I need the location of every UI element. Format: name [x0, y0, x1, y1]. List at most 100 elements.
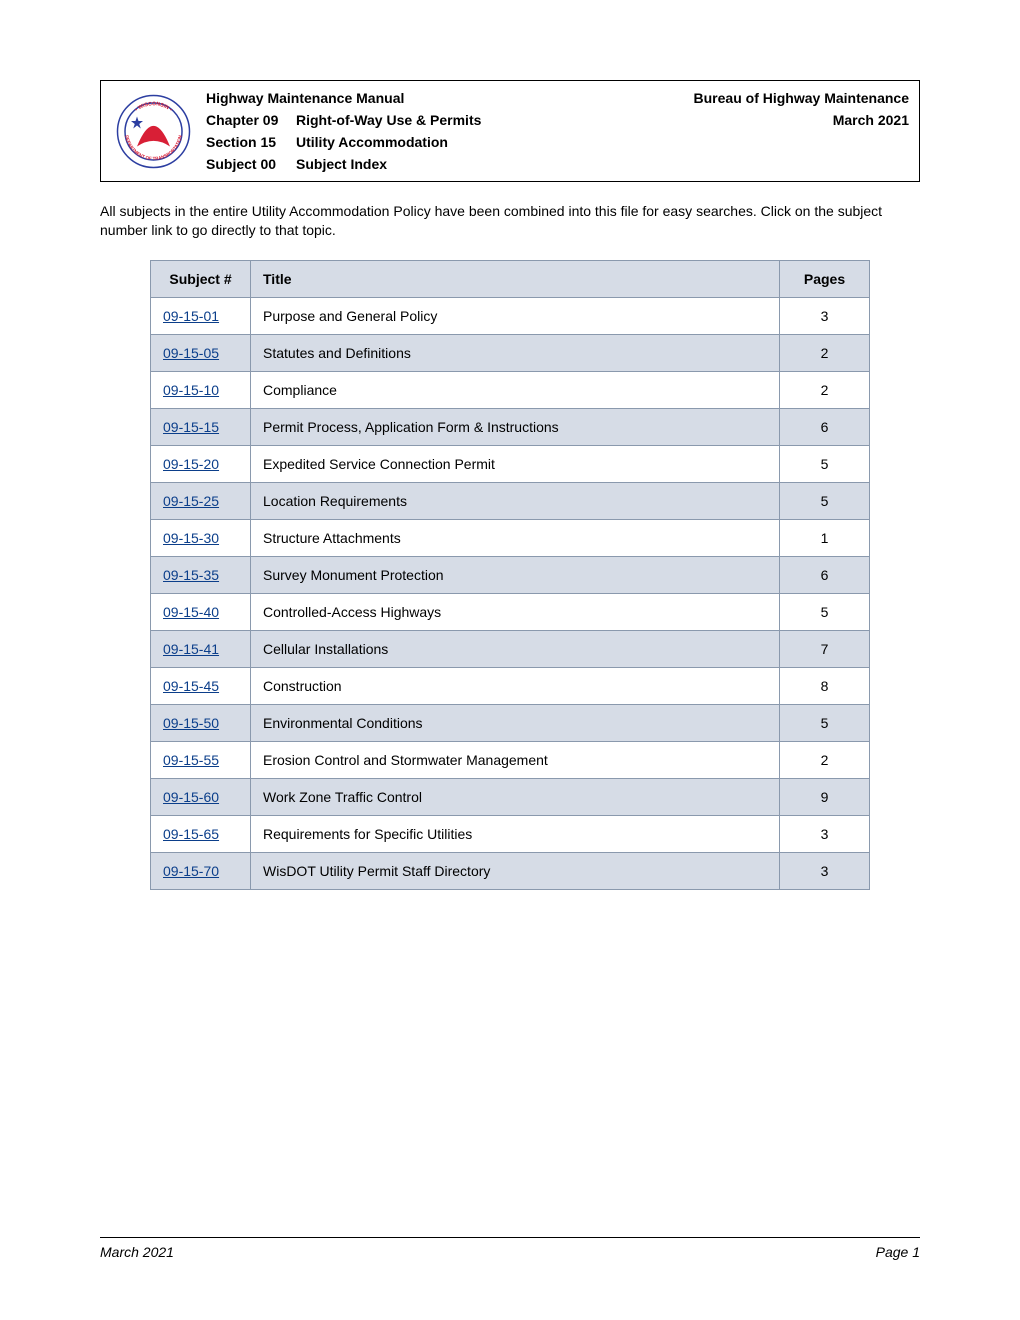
title-cell: Survey Monument Protection	[251, 557, 780, 594]
wisdot-logo-icon: • WISCONSIN • DEPARTMENT OF TRANSPORTATI…	[116, 94, 191, 169]
title-cell: Statutes and Definitions	[251, 335, 780, 372]
table-row: 09-15-05 Statutes and Definitions2	[151, 335, 870, 372]
subject-cell: 09-15-15	[151, 409, 251, 446]
table-row: 09-15-15 Permit Process, Application Form…	[151, 409, 870, 446]
subject-link[interactable]: 09-15-20	[163, 456, 219, 472]
title-cell: Environmental Conditions	[251, 705, 780, 742]
subject-cell: 09-15-60	[151, 779, 251, 816]
subject-link[interactable]: 09-15-55	[163, 752, 219, 768]
title-cell: Permit Process, Application Form & Instr…	[251, 409, 780, 446]
subject-label: Subject 00	[206, 153, 296, 175]
table-row: 09-15-20Expedited Service Connection Per…	[151, 446, 870, 483]
col-header-subject: Subject #	[151, 261, 251, 298]
subject-link[interactable]: 09-15-50	[163, 715, 219, 731]
subject-link[interactable]: 09-15-05	[163, 345, 219, 361]
table-row: 09-15-25 Location Requirements5	[151, 483, 870, 520]
subject-link[interactable]: 09-15-65	[163, 826, 219, 842]
subject-link[interactable]: 09-15-45	[163, 678, 219, 694]
table-row: 09-15-01 Purpose and General Policy3	[151, 298, 870, 335]
bureau-name: Bureau of Highway Maintenance	[694, 87, 909, 109]
subject-cell: 09-15-45	[151, 668, 251, 705]
pages-cell: 8	[780, 668, 870, 705]
pages-cell: 3	[780, 853, 870, 890]
footer-page: Page 1	[876, 1244, 920, 1260]
subject-link[interactable]: 09-15-70	[163, 863, 219, 879]
col-header-title: Title	[251, 261, 780, 298]
table-row: 09-15-70 WisDOT Utility Permit Staff Dire…	[151, 853, 870, 890]
document-header: • WISCONSIN • DEPARTMENT OF TRANSPORTATI…	[100, 80, 920, 182]
pages-cell: 2	[780, 372, 870, 409]
title-cell: Requirements for Specific Utilities	[251, 816, 780, 853]
title-cell: Construction	[251, 668, 780, 705]
subject-link[interactable]: 09-15-01	[163, 308, 219, 324]
pages-cell: 7	[780, 631, 870, 668]
svg-text:• WISCONSIN •: • WISCONSIN •	[134, 101, 173, 113]
table-row: 09-15-45 Construction8	[151, 668, 870, 705]
chapter-label: Chapter 09	[206, 109, 296, 131]
subject-cell: 09-15-35	[151, 557, 251, 594]
subject-cell: 09-15-65	[151, 816, 251, 853]
pages-cell: 5	[780, 483, 870, 520]
col-header-pages: Pages	[780, 261, 870, 298]
subject-link[interactable]: 09-15-40	[163, 604, 219, 620]
subject-cell: 09-15-20	[151, 446, 251, 483]
section-label: Section 15	[206, 131, 296, 153]
header-content: Highway Maintenance Manual Bureau of Hig…	[196, 87, 909, 175]
subject-link[interactable]: 09-15-10	[163, 382, 219, 398]
subject-cell: 09-15-30	[151, 520, 251, 557]
subject-cell: 09-15-10	[151, 372, 251, 409]
pages-cell: 5	[780, 594, 870, 631]
title-cell: Structure Attachments	[251, 520, 780, 557]
pages-cell: 2	[780, 335, 870, 372]
pages-cell: 6	[780, 409, 870, 446]
subject-cell: 09-15-70	[151, 853, 251, 890]
title-cell: WisDOT Utility Permit Staff Directory	[251, 853, 780, 890]
title-cell: Erosion Control and Stormwater Managemen…	[251, 742, 780, 779]
subject-link[interactable]: 09-15-35	[163, 567, 219, 583]
pages-cell: 5	[780, 705, 870, 742]
subject-value: Subject Index	[296, 153, 387, 175]
title-cell: Purpose and General Policy	[251, 298, 780, 335]
pages-cell: 6	[780, 557, 870, 594]
table-row: 09-15-60 Work Zone Traffic Control9	[151, 779, 870, 816]
intro-text: All subjects in the entire Utility Accom…	[100, 202, 920, 240]
table-row: 09-15-30 Structure Attachments1	[151, 520, 870, 557]
subject-link[interactable]: 09-15-41	[163, 641, 219, 657]
pages-cell: 1	[780, 520, 870, 557]
subject-link[interactable]: 09-15-25	[163, 493, 219, 509]
page-footer: March 2021 Page 1	[100, 1237, 920, 1260]
table-header-row: Subject # Title Pages	[151, 261, 870, 298]
title-cell: Controlled-Access Highways	[251, 594, 780, 631]
logo-cell: • WISCONSIN • DEPARTMENT OF TRANSPORTATI…	[111, 87, 196, 175]
subject-link[interactable]: 09-15-15	[163, 419, 219, 435]
subject-link[interactable]: 09-15-60	[163, 789, 219, 805]
table-row: 09-15-65 Requirements for Specific Utilit…	[151, 816, 870, 853]
footer-date: March 2021	[100, 1244, 174, 1260]
subject-cell: 09-15-01	[151, 298, 251, 335]
subject-cell: 09-15-05	[151, 335, 251, 372]
title-cell: Compliance	[251, 372, 780, 409]
table-row: 09-15-50 Environmental Conditions5	[151, 705, 870, 742]
pages-cell: 3	[780, 816, 870, 853]
pages-cell: 9	[780, 779, 870, 816]
table-row: 09-15-40 Controlled-Access Highways5	[151, 594, 870, 631]
manual-title: Highway Maintenance Manual	[206, 87, 404, 109]
title-cell: Cellular Installations	[251, 631, 780, 668]
subject-cell: 09-15-40	[151, 594, 251, 631]
table-row: 09-15-55 Erosion Control and Stormwater M…	[151, 742, 870, 779]
pages-cell: 5	[780, 446, 870, 483]
pages-cell: 3	[780, 298, 870, 335]
pages-cell: 2	[780, 742, 870, 779]
table-row: 09-15-41 Cellular Installations7	[151, 631, 870, 668]
title-cell: Work Zone Traffic Control	[251, 779, 780, 816]
subject-link[interactable]: 09-15-30	[163, 530, 219, 546]
title-cell: Location Requirements	[251, 483, 780, 520]
section-value: Utility Accommodation	[296, 131, 448, 153]
subject-cell: 09-15-41	[151, 631, 251, 668]
chapter-value: Right-of-Way Use & Permits	[296, 109, 481, 131]
subject-index-table: Subject # Title Pages 09-15-01 Purpose an…	[150, 260, 870, 890]
table-row: 09-15-10 Compliance2	[151, 372, 870, 409]
subject-cell: 09-15-25	[151, 483, 251, 520]
table-row: 09-15-35 Survey Monument Protection6	[151, 557, 870, 594]
subject-cell: 09-15-50	[151, 705, 251, 742]
